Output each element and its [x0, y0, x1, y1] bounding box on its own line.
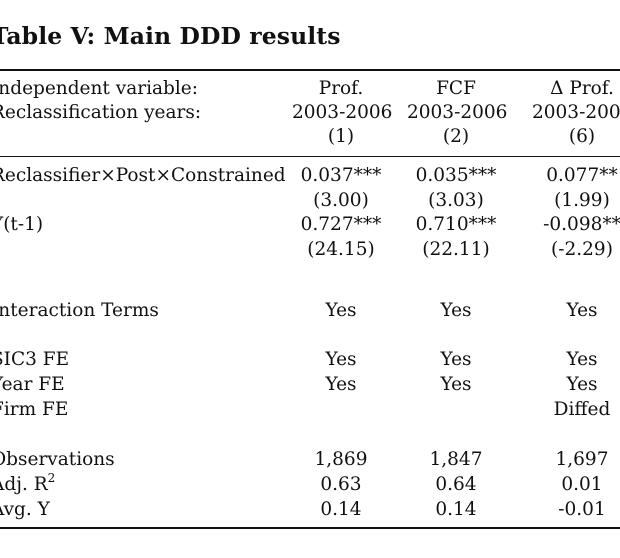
row-lag-tstat-col3: (-2.29) [551, 239, 613, 260]
bottom-rule [0, 527, 620, 529]
row-obs-col1: 1,869 [314, 449, 368, 470]
header-rule [0, 156, 620, 157]
header-label-independent-variable: Independent variable: [0, 78, 198, 99]
header-col2-number: (2) [442, 126, 470, 147]
header-col3-years: 2003-2006 [532, 102, 620, 123]
row-label-lagged-y: Y(t-1) [0, 214, 44, 235]
row-adjr2-col1: 0.63 [320, 474, 362, 495]
row-lag-coef-col1: 0.727*** [300, 214, 382, 235]
row-coef-col1: 0.037*** [300, 165, 382, 186]
row-label-reclassifier-post-constrained: Reclassifier×Post×Constrained [0, 165, 286, 186]
row-coef-col3: 0.077** [546, 165, 618, 186]
row-lag-coef-col2: 0.710*** [415, 214, 497, 235]
header-col2-years: 2003-2006 [407, 102, 508, 123]
row-avgy-col3: -0.01 [558, 499, 606, 520]
row-tstat-col2: (3.03) [428, 190, 484, 211]
row-interaction-col2: Yes [440, 300, 472, 321]
header-label-reclassification-years: Reclassification years: [0, 102, 202, 123]
header-col1-variable: Prof. [318, 78, 364, 99]
row-label-avg-y: Avg. Y [0, 499, 50, 520]
row-year-col3: Yes [566, 374, 598, 395]
header-col3-number: (6) [568, 126, 596, 147]
row-label-observations: Observations [0, 449, 115, 470]
row-lag-coef-col3: -0.098** [543, 214, 620, 235]
row-sic3-col2: Yes [440, 349, 472, 370]
row-label-interaction-terms: Interaction Terms [0, 300, 159, 321]
row-avgy-col2: 0.14 [435, 499, 477, 520]
row-sic3-col1: Yes [325, 349, 357, 370]
row-coef-col2: 0.035*** [415, 165, 497, 186]
row-sic3-col3: Yes [566, 349, 598, 370]
row-label-adj-r2: Adj. R2 [0, 472, 55, 495]
row-lag-tstat-col1: (24.15) [307, 239, 375, 260]
row-label-year-fe: Year FE [0, 374, 65, 395]
row-year-col2: Yes [440, 374, 472, 395]
row-lag-tstat-col2: (22.11) [422, 239, 490, 260]
row-obs-col2: 1,847 [429, 449, 483, 470]
row-firm-col3: Diffed [553, 399, 611, 420]
row-avgy-col1: 0.14 [320, 499, 362, 520]
row-label-sic3-fe: SIC3 FE [0, 349, 70, 370]
row-interaction-col3: Yes [566, 300, 598, 321]
row-adjr2-col2: 0.64 [435, 474, 477, 495]
row-year-col1: Yes [325, 374, 357, 395]
top-rule [0, 69, 620, 71]
header-col1-number: (1) [327, 126, 355, 147]
row-label-firm-fe: Firm FE [0, 399, 69, 420]
row-adjr2-col3: 0.01 [561, 474, 603, 495]
adj-r-superscript: 2 [47, 471, 56, 485]
header-col2-variable: FCF [436, 78, 476, 99]
header-col1-years: 2003-2006 [292, 102, 393, 123]
header-col3-variable: Δ Prof. [550, 78, 614, 99]
table-title: Table V: Main DDD results [0, 22, 341, 50]
row-obs-col3: 1,697 [555, 449, 609, 470]
row-tstat-col1: (3.00) [313, 190, 369, 211]
row-interaction-col1: Yes [325, 300, 357, 321]
adj-r-text: Adj. R [0, 474, 48, 495]
row-tstat-col3: (1.99) [554, 190, 610, 211]
